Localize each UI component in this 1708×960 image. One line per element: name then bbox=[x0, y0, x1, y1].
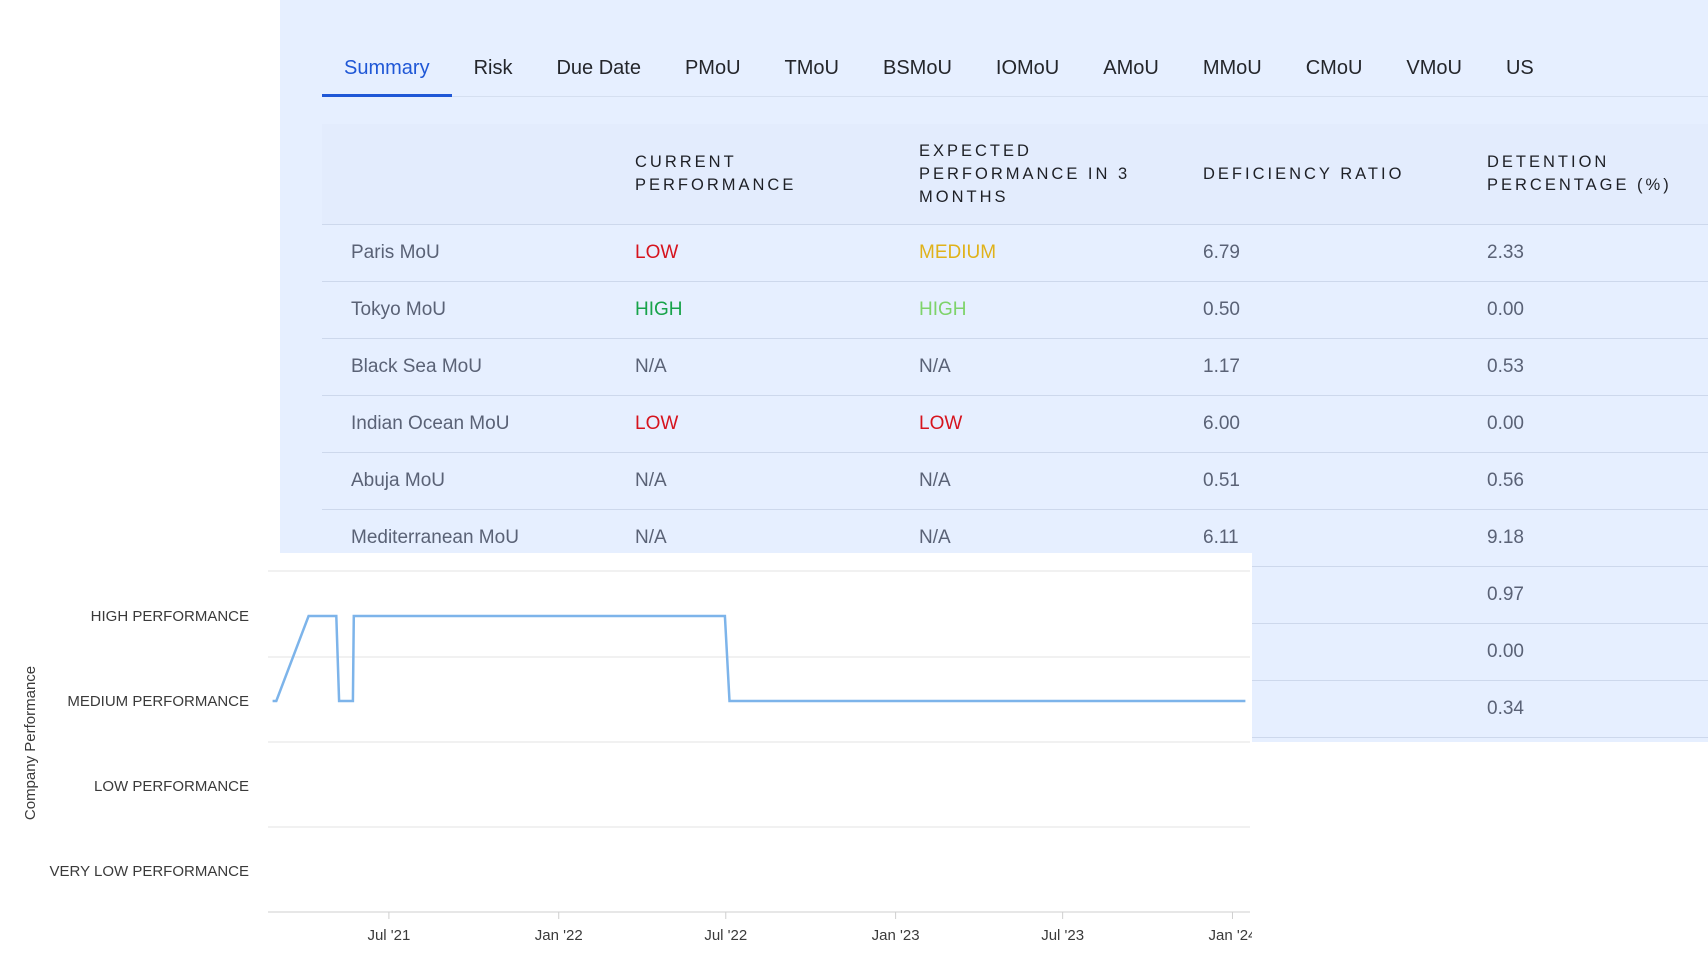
y-tick-label: HIGH PERFORMANCE bbox=[91, 608, 249, 625]
performance-chart: VERY LOW PERFORMANCE LOW PERFORMANCE MEDIU… bbox=[0, 553, 1252, 960]
deficiency-ratio-cell: 6.79 bbox=[1203, 242, 1240, 263]
deficiency-ratio-cell: 0.51 bbox=[1203, 470, 1240, 491]
table-row: Indian Ocean MoU LOW LOW 6.00 0.00 bbox=[322, 396, 1708, 453]
tab-risk[interactable]: Risk bbox=[473, 56, 513, 79]
x-tick-label: Jan '22 bbox=[535, 927, 583, 944]
deficiency-ratio-cell: 6.00 bbox=[1203, 413, 1240, 434]
table-row: Tokyo MoU HIGH HIGH 0.50 0.00 bbox=[322, 282, 1708, 339]
detention-percentage-cell: 9.18 bbox=[1487, 527, 1524, 548]
expected-performance-cell: N/A bbox=[919, 527, 951, 548]
table-row: Black Sea MoU N/A N/A 1.17 0.53 bbox=[322, 339, 1708, 396]
performance-series-line bbox=[272, 614, 1246, 703]
header-current-performance: CURRENT PERFORMANCE bbox=[635, 153, 797, 194]
row-name: Tokyo MoU bbox=[351, 299, 447, 320]
tab-amou[interactable]: AMoU bbox=[1103, 56, 1159, 79]
row-name: Paris MoU bbox=[351, 242, 440, 263]
tab-us[interactable]: US bbox=[1505, 56, 1534, 79]
current-performance-cell: N/A bbox=[635, 470, 667, 491]
tab-vmou[interactable]: VMoU bbox=[1406, 56, 1462, 79]
row-name: Mediterranean MoU bbox=[351, 527, 519, 548]
current-performance-cell: N/A bbox=[635, 356, 667, 377]
detention-percentage-cell: 0.97 bbox=[1487, 584, 1524, 605]
header-deficiency-ratio: DEFICIENCY RATIO bbox=[1203, 164, 1405, 183]
header-detention-percentage: DETENTION PERCENTAGE (%) bbox=[1487, 153, 1672, 194]
detention-percentage-cell: 0.34 bbox=[1487, 698, 1524, 719]
tab-tmou[interactable]: TMoU bbox=[784, 56, 839, 79]
deficiency-ratio-cell: 6.11 bbox=[1203, 527, 1239, 548]
tab-mmou[interactable]: MMoU bbox=[1202, 56, 1262, 79]
detention-percentage-cell: 0.53 bbox=[1487, 356, 1524, 377]
x-tick-label: Jan '23 bbox=[872, 927, 920, 944]
expected-performance-cell: N/A bbox=[919, 356, 951, 377]
current-performance-cell: HIGH bbox=[635, 299, 683, 320]
x-tick-label: Jul '23 bbox=[1041, 927, 1084, 944]
tab-summary[interactable]: Summary bbox=[322, 40, 452, 97]
table-header: CURRENT PERFORMANCE EXPECTED PERFORMANCE… bbox=[322, 124, 1708, 225]
detention-percentage-cell: 0.00 bbox=[1487, 413, 1524, 434]
x-tick-label: Jul '21 bbox=[367, 927, 410, 944]
current-performance-cell: LOW bbox=[635, 242, 679, 263]
expected-performance-cell: MEDIUM bbox=[919, 242, 997, 263]
mou-summary-table: CURRENT PERFORMANCE EXPECTED PERFORMANCE… bbox=[322, 124, 1708, 738]
table-row: Abuja MoU N/A N/A 0.51 0.56 bbox=[322, 453, 1708, 510]
deficiency-ratio-cell: 0.50 bbox=[1203, 299, 1240, 320]
x-tick-label: Jan '24 bbox=[1209, 927, 1252, 944]
performance-line-chart: VERY LOW PERFORMANCE LOW PERFORMANCE MEDIU… bbox=[22, 570, 1252, 944]
expected-performance-cell: N/A bbox=[919, 470, 951, 491]
y-tick-label: VERY LOW PERFORMANCE bbox=[50, 863, 249, 880]
table-row: Paris MoU LOW MEDIUM 6.79 2.33 bbox=[322, 225, 1708, 282]
header-expected-performance: EXPECTED PERFORMANCE IN 3 MONTHS bbox=[919, 141, 1131, 206]
tab-cmou[interactable]: CMoU bbox=[1305, 56, 1363, 79]
tab-bsmou[interactable]: BSMoU bbox=[883, 56, 952, 79]
row-name: Indian Ocean MoU bbox=[351, 413, 510, 434]
tab-bar: Summary Risk Due Date PMoU TMoU BSMoU IO… bbox=[322, 40, 1708, 97]
row-name: Black Sea MoU bbox=[351, 356, 482, 377]
expected-performance-cell: HIGH bbox=[919, 299, 967, 320]
detention-percentage-cell: 0.00 bbox=[1487, 299, 1524, 320]
x-tick-label: Jul '22 bbox=[704, 927, 747, 944]
expected-performance-cell: LOW bbox=[919, 413, 963, 434]
tab-due-date[interactable]: Due Date bbox=[556, 56, 641, 79]
current-performance-cell: LOW bbox=[635, 413, 679, 434]
deficiency-ratio-cell: 1.17 bbox=[1203, 356, 1240, 377]
y-tick-label: MEDIUM PERFORMANCE bbox=[67, 693, 249, 710]
detention-percentage-cell: 0.00 bbox=[1487, 641, 1524, 662]
y-axis-title: Company Performance bbox=[22, 666, 39, 820]
detention-percentage-cell: 2.33 bbox=[1487, 242, 1524, 263]
tab-pmou[interactable]: PMoU bbox=[684, 56, 741, 79]
current-performance-cell: N/A bbox=[635, 527, 667, 548]
y-tick-label: LOW PERFORMANCE bbox=[94, 778, 249, 795]
row-name: Abuja MoU bbox=[351, 470, 445, 491]
tab-iomou[interactable]: IOMoU bbox=[995, 56, 1060, 79]
detention-percentage-cell: 0.56 bbox=[1487, 470, 1524, 491]
